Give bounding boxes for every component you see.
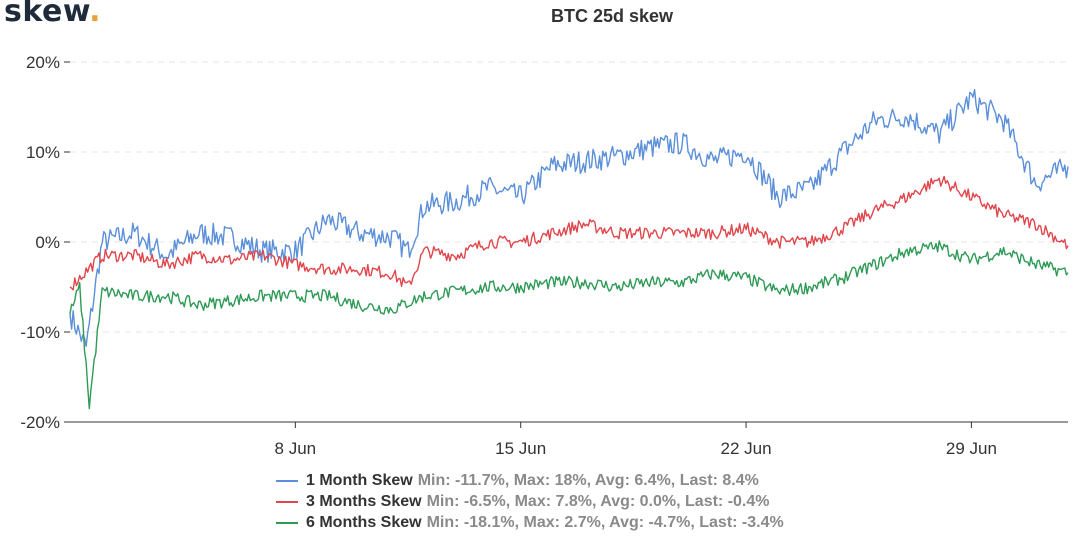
y-axis-ticks: 20% 10% 0% -10% -20%: [20, 53, 70, 432]
legend-item-1-month[interactable]: 1 Month Skew Min: -11.7%, Max: 18%, Avg:…: [276, 470, 784, 491]
y-tick-label: -10%: [20, 323, 60, 342]
x-tick-label: 29 Jun: [946, 439, 997, 458]
chart-title: BTC 25d skew: [550, 6, 674, 26]
legend: 1 Month Skew Min: -11.7%, Max: 18%, Avg:…: [276, 470, 784, 533]
legend-label: 1 Month Skew: [306, 472, 413, 489]
y-tick-label: 20%: [26, 53, 60, 72]
y-tick-label: -20%: [20, 413, 60, 432]
x-axis-ticks: 8 Jun 15 Jun 22 Jun 29 Jun: [275, 422, 997, 458]
legend-swatch-3-months: [276, 500, 298, 503]
legend-label: 6 Months Skew: [306, 514, 422, 531]
legend-stats: Min: -6.5%, Max: 7.8%, Avg: 0.0%, Last: …: [426, 493, 770, 510]
series-line-2: [69, 175, 1069, 291]
grid-lines: [70, 61, 1068, 333]
legend-label: 3 Months Skew: [306, 493, 422, 510]
y-tick-label: 10%: [26, 143, 60, 162]
series-lines: [69, 89, 1069, 410]
skew-logo: skew.: [4, 0, 102, 29]
x-tick-label: 8 Jun: [275, 439, 317, 458]
x-tick-label: 22 Jun: [721, 439, 772, 458]
y-tick-label: 0%: [35, 233, 60, 252]
legend-stats: Min: -11.7%, Max: 18%, Avg: 6.4%, Last: …: [417, 472, 759, 489]
legend-stats: Min: -18.1%, Max: 2.7%, Avg: -4.7%, Last…: [426, 514, 784, 531]
legend-item-6-months[interactable]: 6 Months Skew Min: -18.1%, Max: 2.7%, Av…: [276, 512, 784, 533]
legend-swatch-1-month: [276, 479, 298, 482]
legend-swatch-6-months: [276, 521, 298, 524]
series-line-3: [69, 240, 1069, 410]
x-tick-label: 15 Jun: [495, 439, 546, 458]
legend-item-3-months[interactable]: 3 Months Skew Min: -6.5%, Max: 7.8%, Avg…: [276, 491, 784, 512]
series-line-1: [69, 89, 1069, 347]
